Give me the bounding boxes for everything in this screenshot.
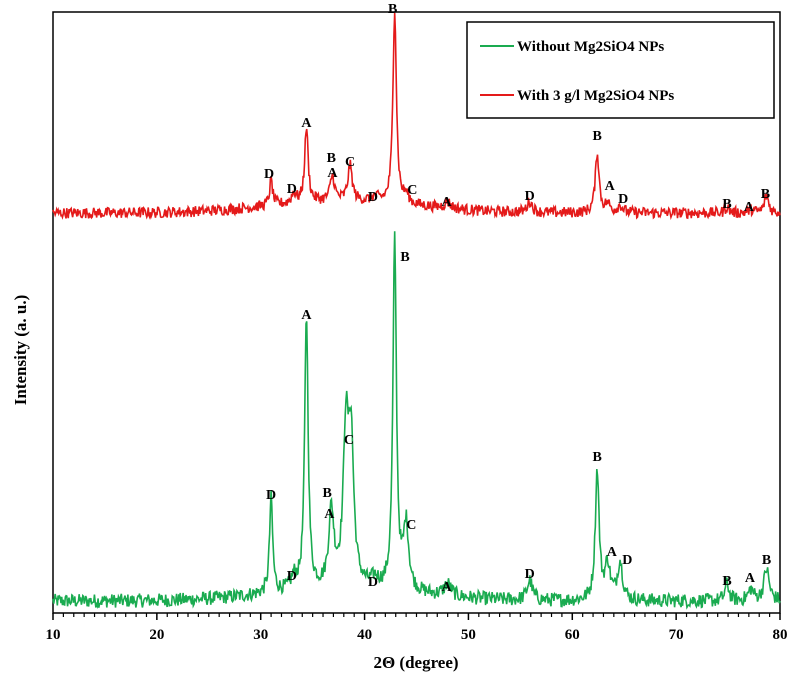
- peak-label: A: [442, 580, 453, 595]
- series-layer: [52, 12, 781, 610]
- peak-label: C: [345, 155, 355, 170]
- peak-label: D: [525, 567, 535, 582]
- peak-label: D: [618, 192, 628, 207]
- peak-label: A: [744, 200, 755, 215]
- peak-label: C: [407, 183, 417, 198]
- peak-label: A: [301, 308, 312, 323]
- x-axis: 10 20 30 40 50 60 70 80: [46, 613, 788, 643]
- peak-label: B: [722, 197, 731, 212]
- peak-label: B: [323, 486, 332, 501]
- peak-label: D: [287, 182, 297, 197]
- peak-label: D: [287, 569, 297, 584]
- legend-box: [466, 21, 775, 119]
- peak-label: C: [406, 518, 416, 533]
- peak-label: A: [442, 195, 453, 210]
- x-tick-label: 50: [461, 627, 476, 643]
- peak-label: D: [368, 190, 378, 205]
- peak-label: B: [327, 151, 336, 166]
- peak-label: B: [593, 129, 602, 144]
- peak-label: B: [762, 553, 771, 568]
- x-axis-title: 2Θ (degree): [373, 653, 458, 672]
- peak-label: B: [388, 2, 397, 17]
- legend-label-without: Without Mg2SiO4 NPs: [517, 39, 664, 55]
- series-line-with: [52, 12, 781, 221]
- peak-label: B: [593, 450, 602, 465]
- peak-label: A: [301, 116, 312, 131]
- peak-label: A: [605, 179, 616, 194]
- legend-label-with: With 3 g/l Mg2SiO4 NPs: [517, 88, 674, 104]
- peak-label: A: [327, 166, 338, 181]
- peak-label: A: [745, 571, 756, 586]
- peak-label: B: [400, 250, 409, 265]
- x-tick-label: 30: [253, 627, 268, 643]
- peak-label: B: [761, 187, 770, 202]
- peak-label: D: [525, 189, 535, 204]
- y-axis-title: Intensity (a. u.): [11, 295, 30, 406]
- x-tick-label: 20: [149, 627, 164, 643]
- peak-label: D: [264, 167, 274, 182]
- peak-label: D: [622, 553, 632, 568]
- peak-label: B: [722, 574, 731, 589]
- x-tick-label: 60: [565, 627, 580, 643]
- peak-label: D: [266, 488, 276, 503]
- peak-label: C: [344, 433, 354, 448]
- x-tick-label: 40: [357, 627, 372, 643]
- x-tick-label: 10: [46, 627, 61, 643]
- peak-label: D: [368, 575, 378, 590]
- series-line-without: [52, 231, 781, 610]
- x-tick-label: 80: [773, 627, 788, 643]
- legend: Without Mg2SiO4 NPs With 3 g/l Mg2SiO4 N…: [466, 21, 775, 119]
- x-tick-label: 70: [669, 627, 684, 643]
- peak-label: A: [607, 545, 618, 560]
- peak-label: A: [324, 507, 335, 522]
